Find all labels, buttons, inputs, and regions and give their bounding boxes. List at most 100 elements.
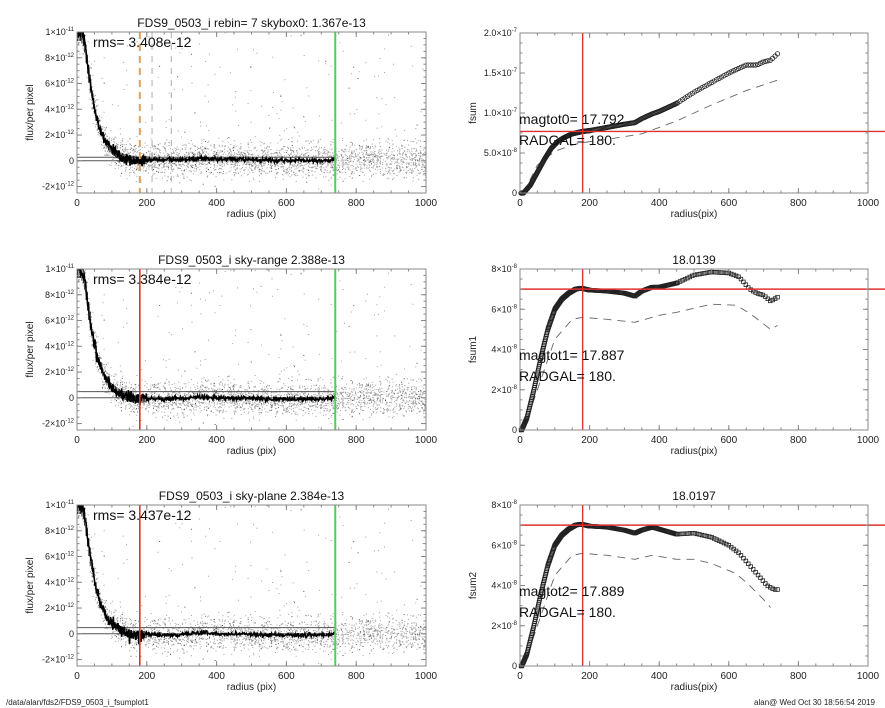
- data-point: [733, 273, 739, 279]
- x-tick-label: 1000: [415, 671, 438, 682]
- rms-annotation: rms= 3.384e-12: [93, 271, 192, 287]
- data-point: [757, 60, 764, 66]
- x-tick-label: 1000: [415, 198, 438, 209]
- x-tick-label: 1000: [857, 435, 880, 446]
- data-point: [690, 273, 695, 279]
- x-tick-label: 400: [208, 198, 225, 209]
- pixel-scatter: [77, 505, 426, 666]
- data-point: [694, 531, 700, 537]
- fsum-chart-5: 0 200 400 600 800 1000 0 2×10-8 4×10-8 6×10-8 8×10…: [468, 489, 885, 693]
- data-point: [699, 271, 705, 276]
- x-tick-label: 200: [138, 671, 155, 682]
- x-axis-label: radius (pix): [227, 446, 276, 457]
- data-point: [755, 61, 761, 67]
- magtot-annotation: magtot1= 17.887: [519, 347, 625, 363]
- data-point: [685, 531, 690, 536]
- x-axis-label: radius(pix): [671, 682, 718, 693]
- x-tick-label: 800: [348, 435, 365, 446]
- data-point: [690, 531, 695, 536]
- data-point: [707, 270, 712, 275]
- chart-title: 18.0197: [672, 489, 716, 503]
- y-tick-label: 2×10-8: [491, 621, 517, 631]
- dashed-growth-curve: [523, 552, 771, 667]
- y-tick-label: 8×10-8: [491, 500, 517, 510]
- x-tick-label: 200: [138, 198, 155, 209]
- radgal-annotation: RADGAL= 180.: [519, 132, 616, 148]
- data-point: [524, 416, 529, 422]
- data-point: [721, 540, 727, 546]
- data-point: [741, 279, 746, 285]
- chart-title: FDS9_0503_i sky-plane 2.384e-13: [159, 489, 345, 503]
- x-tick-label: 0: [74, 671, 80, 682]
- data-point: [745, 62, 751, 68]
- data-point: [682, 531, 688, 536]
- data-point: [709, 535, 714, 540]
- dashed-growth-curve: [523, 303, 778, 431]
- y-tick-label: 2×10-12: [45, 367, 75, 377]
- y-tick-label: 4×10-8: [491, 581, 517, 591]
- data-point: [677, 531, 683, 537]
- data-point: [736, 550, 741, 555]
- data-point: [731, 272, 736, 278]
- rms-annotation: rms= 3.408e-12: [93, 34, 192, 50]
- y-tick-label: 2×10-8: [491, 385, 517, 395]
- y-tick-label: 8×10-12: [45, 526, 75, 536]
- data-point: [714, 537, 719, 542]
- x-tick-label: 800: [790, 198, 807, 209]
- data-point: [687, 531, 693, 536]
- data-point: [716, 538, 722, 543]
- data-point: [704, 270, 710, 276]
- data-point: [748, 62, 754, 68]
- x-tick-label: 800: [790, 671, 807, 682]
- x-tick-label: 600: [720, 435, 737, 446]
- y-tick-label: 0: [69, 156, 74, 166]
- data-point: [740, 63, 747, 69]
- fsum-chart-1: 0 200 400 600 800 1000 0 5.0×10-8 1.0×10-7 1.5×10…: [468, 28, 885, 220]
- data-point: [680, 278, 685, 283]
- x-tick-label: 0: [74, 198, 80, 209]
- data-layer: [77, 505, 426, 666]
- y-tick-label: 4×10-8: [491, 345, 517, 355]
- data-layer: [77, 32, 426, 192]
- profile-chart-4: 0 200 400 600 800 1000 -2×10-12 0 2×10-12 4×10-12…: [25, 489, 438, 693]
- y-tick-label: 0: [512, 425, 517, 435]
- data-point: [524, 652, 529, 658]
- data-point: [719, 539, 724, 545]
- x-axis-label: radius (pix): [227, 682, 276, 693]
- x-axis-label: radius (pix): [227, 209, 276, 220]
- data-point: [733, 67, 739, 73]
- chart-title: 18.0139: [672, 253, 716, 267]
- x-tick-label: 400: [208, 435, 225, 446]
- y-tick-label: 1.0×10-7: [484, 108, 518, 118]
- y-tick-label: 1×10-11: [45, 500, 74, 510]
- x-tick-label: 200: [581, 671, 598, 682]
- x-tick-label: 600: [278, 198, 295, 209]
- plot-frame: [76, 31, 427, 194]
- y-axis-label: fsum1: [468, 335, 479, 363]
- x-tick-label: 400: [208, 671, 225, 682]
- data-point: [726, 70, 732, 76]
- data-point: [697, 532, 702, 537]
- chart-title: FDS9_0503_i rebin= 7 skybox0: 1.367e-13: [137, 16, 366, 30]
- y-axis-label: fsum: [468, 102, 479, 124]
- y-axis-label: fsum2: [468, 571, 479, 599]
- y-tick-label: 2×10-12: [45, 603, 75, 613]
- y-tick-label: 6×10-8: [491, 304, 517, 314]
- data-point: [728, 69, 734, 75]
- x-tick-label: 1000: [857, 671, 880, 682]
- data-point: [692, 272, 697, 278]
- y-tick-label: -2×10-12: [42, 419, 75, 429]
- y-tick-label: 6×10-12: [45, 79, 75, 89]
- y-tick-label: 1×10-11: [45, 264, 74, 274]
- data-point: [702, 271, 707, 276]
- data-point: [775, 294, 780, 300]
- data-point: [714, 270, 719, 275]
- data-point: [724, 541, 729, 547]
- data-point: [750, 567, 756, 572]
- data-point: [704, 533, 710, 539]
- data-point: [738, 553, 744, 558]
- data-point: [738, 276, 744, 282]
- footer-file-path: /data/alan/fds2/FDS9_0503_i_fsumplot1: [6, 698, 149, 707]
- data-point: [721, 270, 727, 275]
- data-point: [741, 555, 746, 561]
